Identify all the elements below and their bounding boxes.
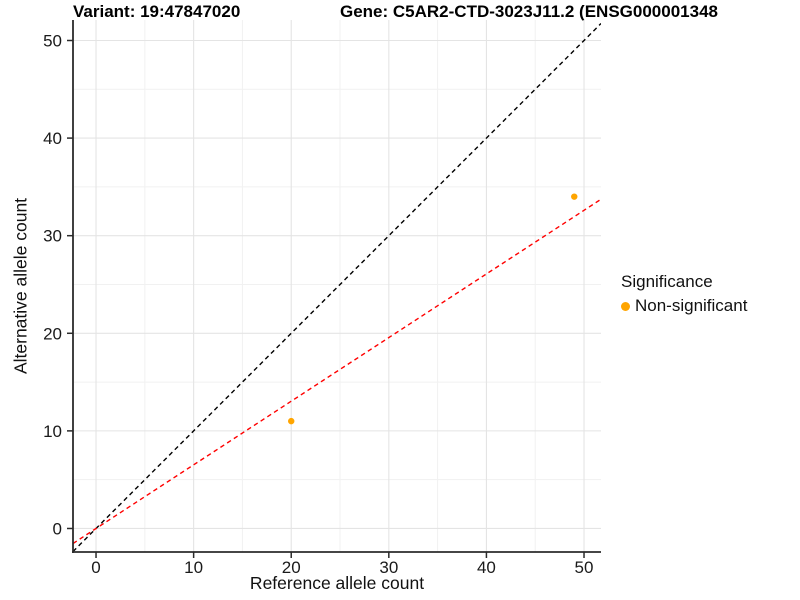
y-tick-label: 30 (43, 227, 62, 246)
legend: Significance Non-significant (621, 272, 747, 316)
y-tick-label: 40 (43, 129, 62, 148)
y-tick-label: 10 (43, 422, 62, 441)
x-tick-label: 30 (379, 558, 398, 577)
x-axis-title: Reference allele count (249, 573, 425, 593)
x-tick-label: 0 (91, 558, 100, 577)
x-tick-label: 10 (184, 558, 203, 577)
y-tick-label: 0 (53, 519, 62, 538)
y-tick-label: 50 (43, 31, 62, 50)
data-point (288, 417, 295, 425)
x-tick-label: 40 (477, 558, 496, 577)
gene-title: Gene: C5AR2-CTD-3023J11.2 (ENSG000001348 (340, 2, 718, 21)
legend-point-icon (621, 301, 630, 311)
variant-title: Variant: 19:47847020 (73, 2, 241, 21)
legend-item-non-significant: Non-significant (621, 296, 747, 316)
data-point (571, 193, 578, 200)
y-tick-label: 20 (43, 324, 62, 343)
fit-line (73, 198, 601, 545)
y-axis-title: Alternative allele count (10, 197, 31, 375)
legend-item-label: Non-significant (635, 296, 748, 315)
legend-title: Significance (621, 272, 713, 291)
x-tick-label: 20 (282, 558, 301, 577)
x-tick-label: 50 (575, 558, 594, 577)
identity-line (73, 23, 601, 552)
